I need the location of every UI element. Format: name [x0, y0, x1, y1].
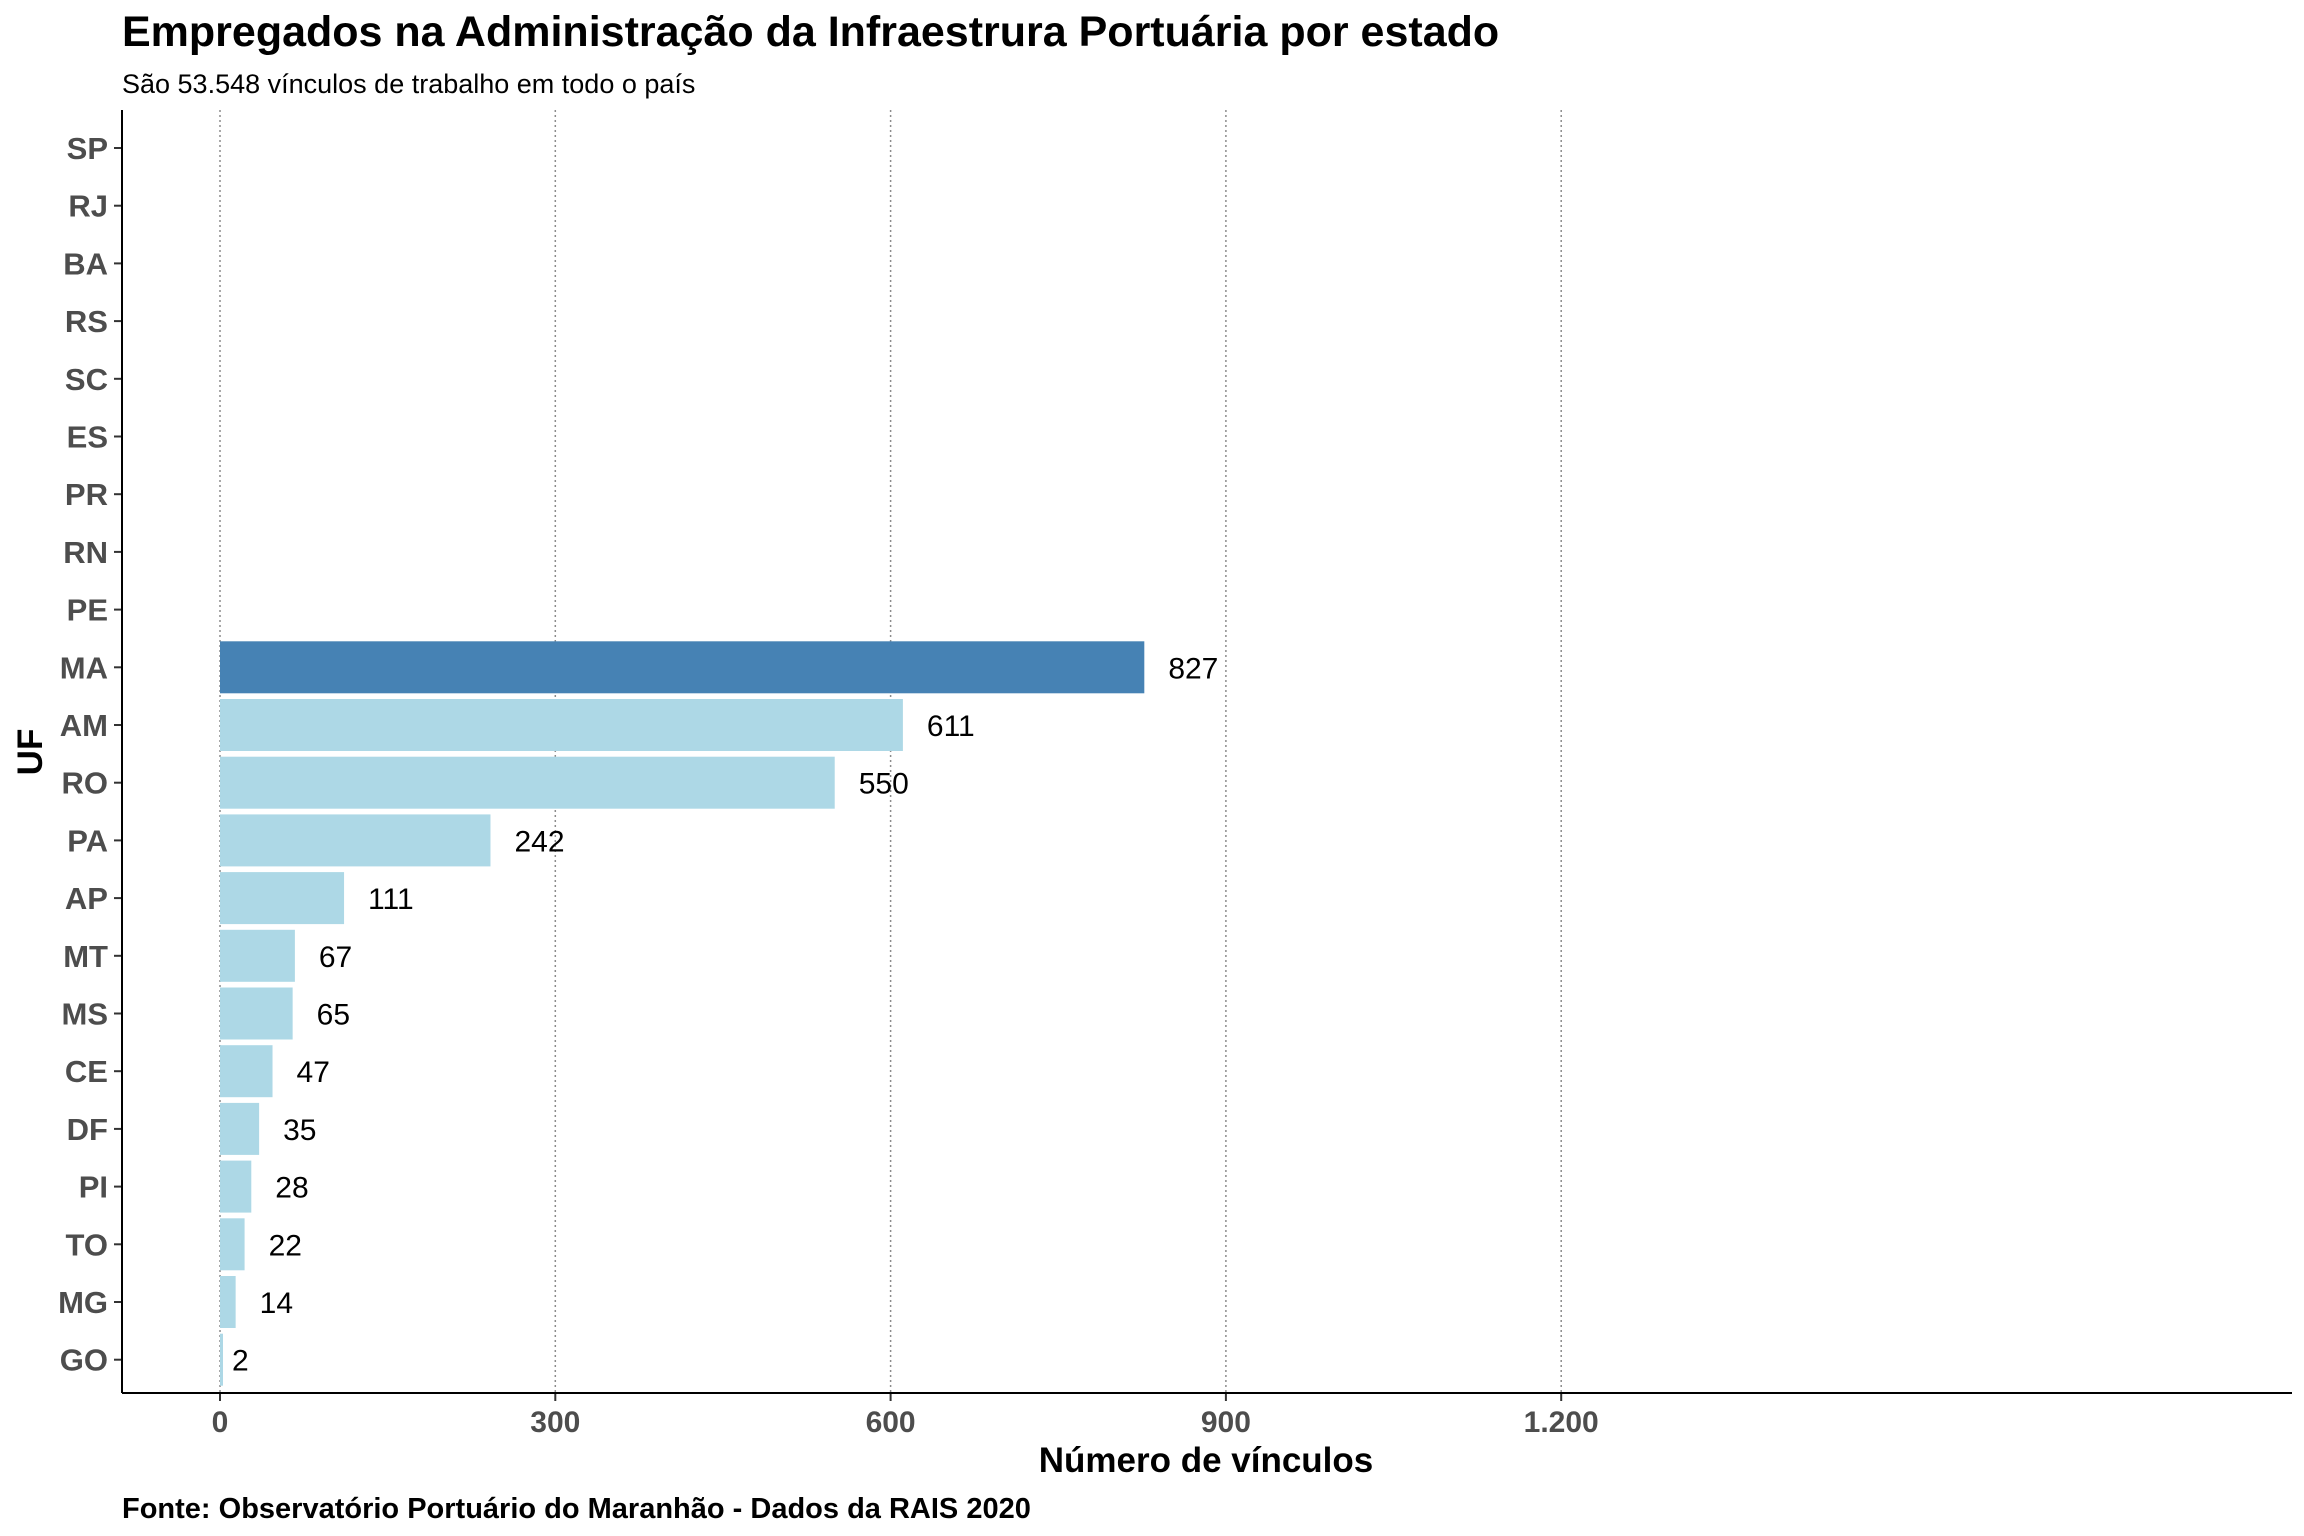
gridlines — [219, 110, 1562, 1393]
data-label-go: 2 — [232, 1345, 249, 1378]
y-tick-label-rn: RN — [63, 535, 108, 570]
x-tick-label-900: 900 — [1201, 1406, 1251, 1439]
bar-go — [220, 1333, 223, 1386]
x-axis-title: Número de vínculos — [1039, 1441, 1374, 1480]
data-label-df: 35 — [283, 1114, 316, 1147]
x-tick-label-0: 0 — [212, 1406, 229, 1439]
bar-am — [220, 699, 903, 751]
x-tick-label-300: 300 — [530, 1406, 580, 1439]
y-tick-label-ma: MA — [60, 650, 108, 685]
bar-mt — [220, 929, 295, 982]
bar-mg — [220, 1276, 236, 1328]
data-label-ap: 111 — [368, 883, 414, 916]
y-tick-label-ms: MS — [62, 997, 109, 1032]
y-tick-label-ro: RO — [62, 766, 109, 801]
x-tick-label-600: 600 — [866, 1406, 916, 1439]
data-label-to: 22 — [269, 1229, 302, 1262]
data-label-pi: 28 — [275, 1172, 308, 1205]
data-label-pa: 242 — [514, 825, 564, 858]
chart-title: Empregados na Administração da Infraestr… — [122, 8, 1499, 56]
y-tick-label-mt: MT — [63, 939, 108, 974]
data-label-ma: 827 — [1168, 652, 1218, 685]
y-tick-label-pe: PE — [67, 593, 108, 628]
bar-df — [220, 1102, 260, 1155]
y-tick-label-ce: CE — [65, 1054, 108, 1089]
data-label-ms: 65 — [317, 999, 350, 1032]
data-label-mg: 14 — [260, 1287, 293, 1320]
bar-ms — [220, 987, 293, 1040]
x-tick-label-1200: 1.200 — [1524, 1406, 1599, 1439]
bar-ap — [220, 872, 345, 925]
y-tick-label-sp: SP — [67, 131, 108, 166]
y-tick-label-ap: AP — [65, 881, 108, 916]
y-tick-labels: SP RJ BA RS SC ES PR RN PE MA AM RO PA AP MT MS CE DF PI TO… — [58, 131, 122, 1378]
x-tick-labels: 0 300 600 900 1.200 — [212, 1393, 1599, 1439]
y-tick-label-go: GO — [60, 1343, 108, 1378]
y-tick-label-ba: BA — [63, 246, 108, 281]
y-tick-label-pr: PR — [65, 477, 108, 512]
bar-pa — [220, 814, 491, 867]
bar-to — [220, 1218, 245, 1271]
y-tick-label-am: AM — [60, 708, 108, 743]
bar-ma — [220, 641, 1145, 694]
data-label-ro: 550 — [859, 768, 909, 801]
data-labels: 827 611 550 242 111 67 65 47 35 28 22 14 2 — [232, 652, 1218, 1377]
y-tick-label-rj: RJ — [68, 189, 108, 224]
chart-caption: Fonte: Observatório Portuário do Maranhã… — [122, 1493, 1031, 1525]
y-tick-label-sc: SC — [65, 362, 108, 397]
data-label-am: 611 — [927, 710, 975, 743]
data-label-mt: 67 — [319, 941, 352, 974]
y-tick-label-es: ES — [67, 420, 108, 455]
bar-ro — [220, 756, 835, 809]
y-tick-label-to: TO — [66, 1227, 109, 1262]
y-tick-label-mg: MG — [58, 1285, 108, 1320]
bar-pi — [220, 1160, 252, 1213]
y-tick-label-pa: PA — [67, 823, 108, 858]
chart-subtitle: São 53.548 vínculos de trabalho em todo … — [122, 69, 695, 99]
y-tick-label-rs: RS — [65, 304, 108, 339]
data-label-ce: 47 — [297, 1056, 330, 1089]
bars — [220, 641, 1145, 1386]
y-tick-label-pi: PI — [79, 1170, 108, 1205]
y-tick-label-df: DF — [67, 1112, 108, 1147]
y-axis-title: UF — [11, 729, 50, 776]
bar-ce — [220, 1045, 273, 1098]
